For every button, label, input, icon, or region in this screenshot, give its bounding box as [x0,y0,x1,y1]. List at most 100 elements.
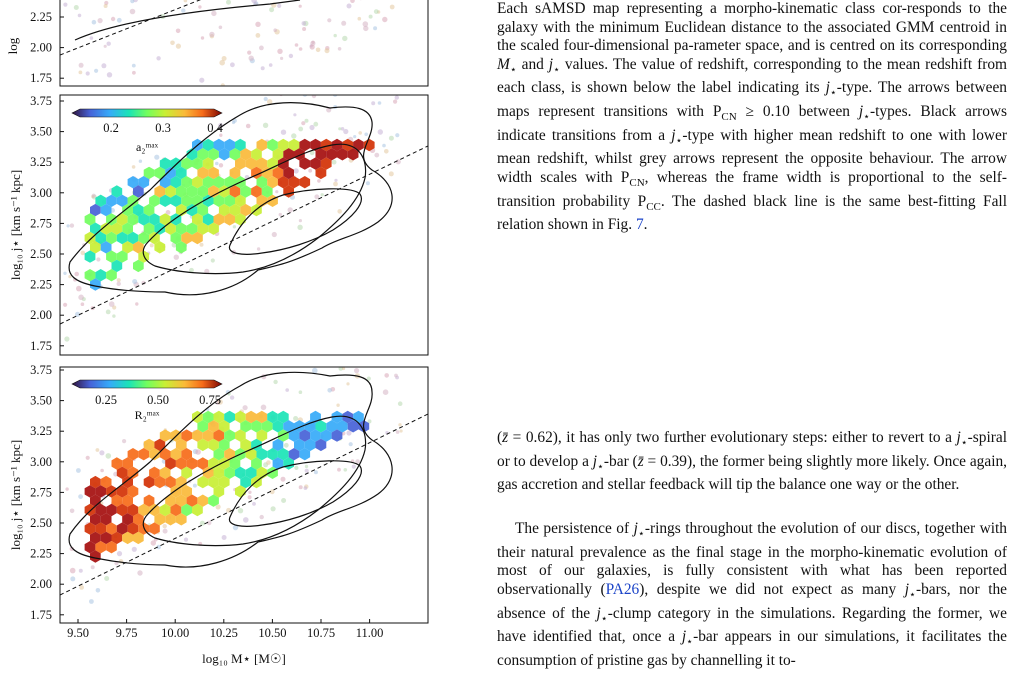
panel-a2max: 3.75 3.50 3.25 3.00 2.75 2.50 2.25 2.00 1.75 log… [8,44,429,356]
scatter-point [229,395,235,400]
scatter-point [298,126,304,132]
scatter-point [69,546,75,551]
scatter-point [304,468,309,473]
scatter-point [354,368,360,374]
hexbin-cell [95,522,107,535]
hexbin-cell [175,222,187,235]
scatter-point [280,476,286,482]
hexbin-cell [261,420,273,433]
hexbin-cell [133,531,144,545]
scatter-point [327,18,332,23]
hexbin-cell [133,203,144,217]
scatter-point [315,87,320,92]
hexbin-cell [331,410,343,424]
scatter-point [131,63,136,68]
colorbar-tick-label: 0.2 [103,121,119,135]
hexbin-cell [202,157,214,170]
text-run: -type. The arrows between maps represent… [497,79,1008,121]
scatter-point [298,4,302,8]
scatter-point [255,21,261,27]
scatter-point [154,154,160,160]
hexbin-cell [192,176,203,189]
hexbin-cell [304,420,316,433]
scatter-point [389,360,394,365]
hexbin-cell [122,241,133,254]
scatter-point [79,585,84,590]
scatter-point [73,107,76,110]
hexbin-cell [197,420,209,433]
scatter-point [96,257,101,262]
colorbar-tick-labels: 0.2 0.3 0.4 [103,121,223,135]
scatter-point [394,95,399,100]
scatter-point [165,210,171,215]
scatter-point [337,467,341,472]
scatter-point [97,18,103,24]
scatter-point [170,40,175,46]
hexbin-cell [127,194,139,207]
scatter-point [324,48,330,54]
hexbin-cell [154,241,166,254]
reference-link[interactable]: 7 [635,216,644,234]
scatter-point [76,468,81,473]
hexbin-cell [310,429,321,442]
hexbin-cell [363,138,375,152]
hexbin-cell [84,522,96,535]
scatter-point [245,123,251,129]
scatter-point [294,465,299,470]
text-run: ( [497,429,503,446]
hexbin-cell [277,410,289,424]
hexbin-cell [175,494,187,507]
scatter-point [103,4,108,8]
reference-link[interactable]: PA26 [605,580,640,598]
hexbin-cell [267,138,278,152]
scatter-point [78,494,83,499]
hexbin-cell [90,513,101,526]
scatter-point [70,576,76,582]
hexbin-cell [127,503,139,517]
hexbin-cell [251,457,262,470]
hexbin-cell [283,420,294,433]
hexbin-cell [197,185,209,198]
colorbar-R2max: 0.25 0.50 0.75 R₂ᵐᵃˣ [71,379,223,422]
colorbar-tick-labels: 0.25 0.50 0.75 [95,393,221,407]
scatter-point [309,44,315,50]
hexbin-cell [283,166,294,180]
hexbin-cell [181,503,192,517]
hexbin-cell [143,166,155,180]
scatter-point [294,43,299,47]
hexbin-cell [192,503,203,517]
hexbin-cell [90,531,101,545]
hexbin-cell [229,185,241,198]
hexbin-cell [326,148,337,161]
scatter-point [293,168,299,174]
scatter-point [63,2,68,7]
hexbin-cell [116,503,128,517]
scatter-point [206,520,212,526]
scatter-point [346,3,352,9]
scatter-point [237,508,244,514]
y-tick-label: 3.50 [30,125,52,139]
hexbin-cell [331,429,343,442]
hexbin-cell [202,138,214,152]
scatter-point [215,161,219,166]
scatter-point [314,194,320,200]
hexbin-cell [127,176,139,189]
panel-R2max: 3.75 3.50 3.25 3.00 2.75 2.50 2.25 2.00 1.75 log… [8,360,429,666]
hexbin-cell [181,194,192,207]
hexbin-cell [186,457,198,470]
hexbin-cell [106,194,117,207]
scatter-point [387,44,391,48]
colorbar-tick-label: 0.75 [199,393,221,407]
scatter-point [204,268,210,274]
scatter-point [75,311,81,317]
text-run: ⋆ [960,437,968,450]
hexbin-cell [100,531,112,545]
hexbin-cell [149,448,160,461]
scatter-point [129,8,136,15]
scatter-point [100,468,104,473]
text-run: ⋆ [509,63,517,76]
hexbin-cell [202,410,214,424]
scatter-point [333,181,338,187]
scatter-point [231,120,236,125]
scatter-point [298,219,302,223]
